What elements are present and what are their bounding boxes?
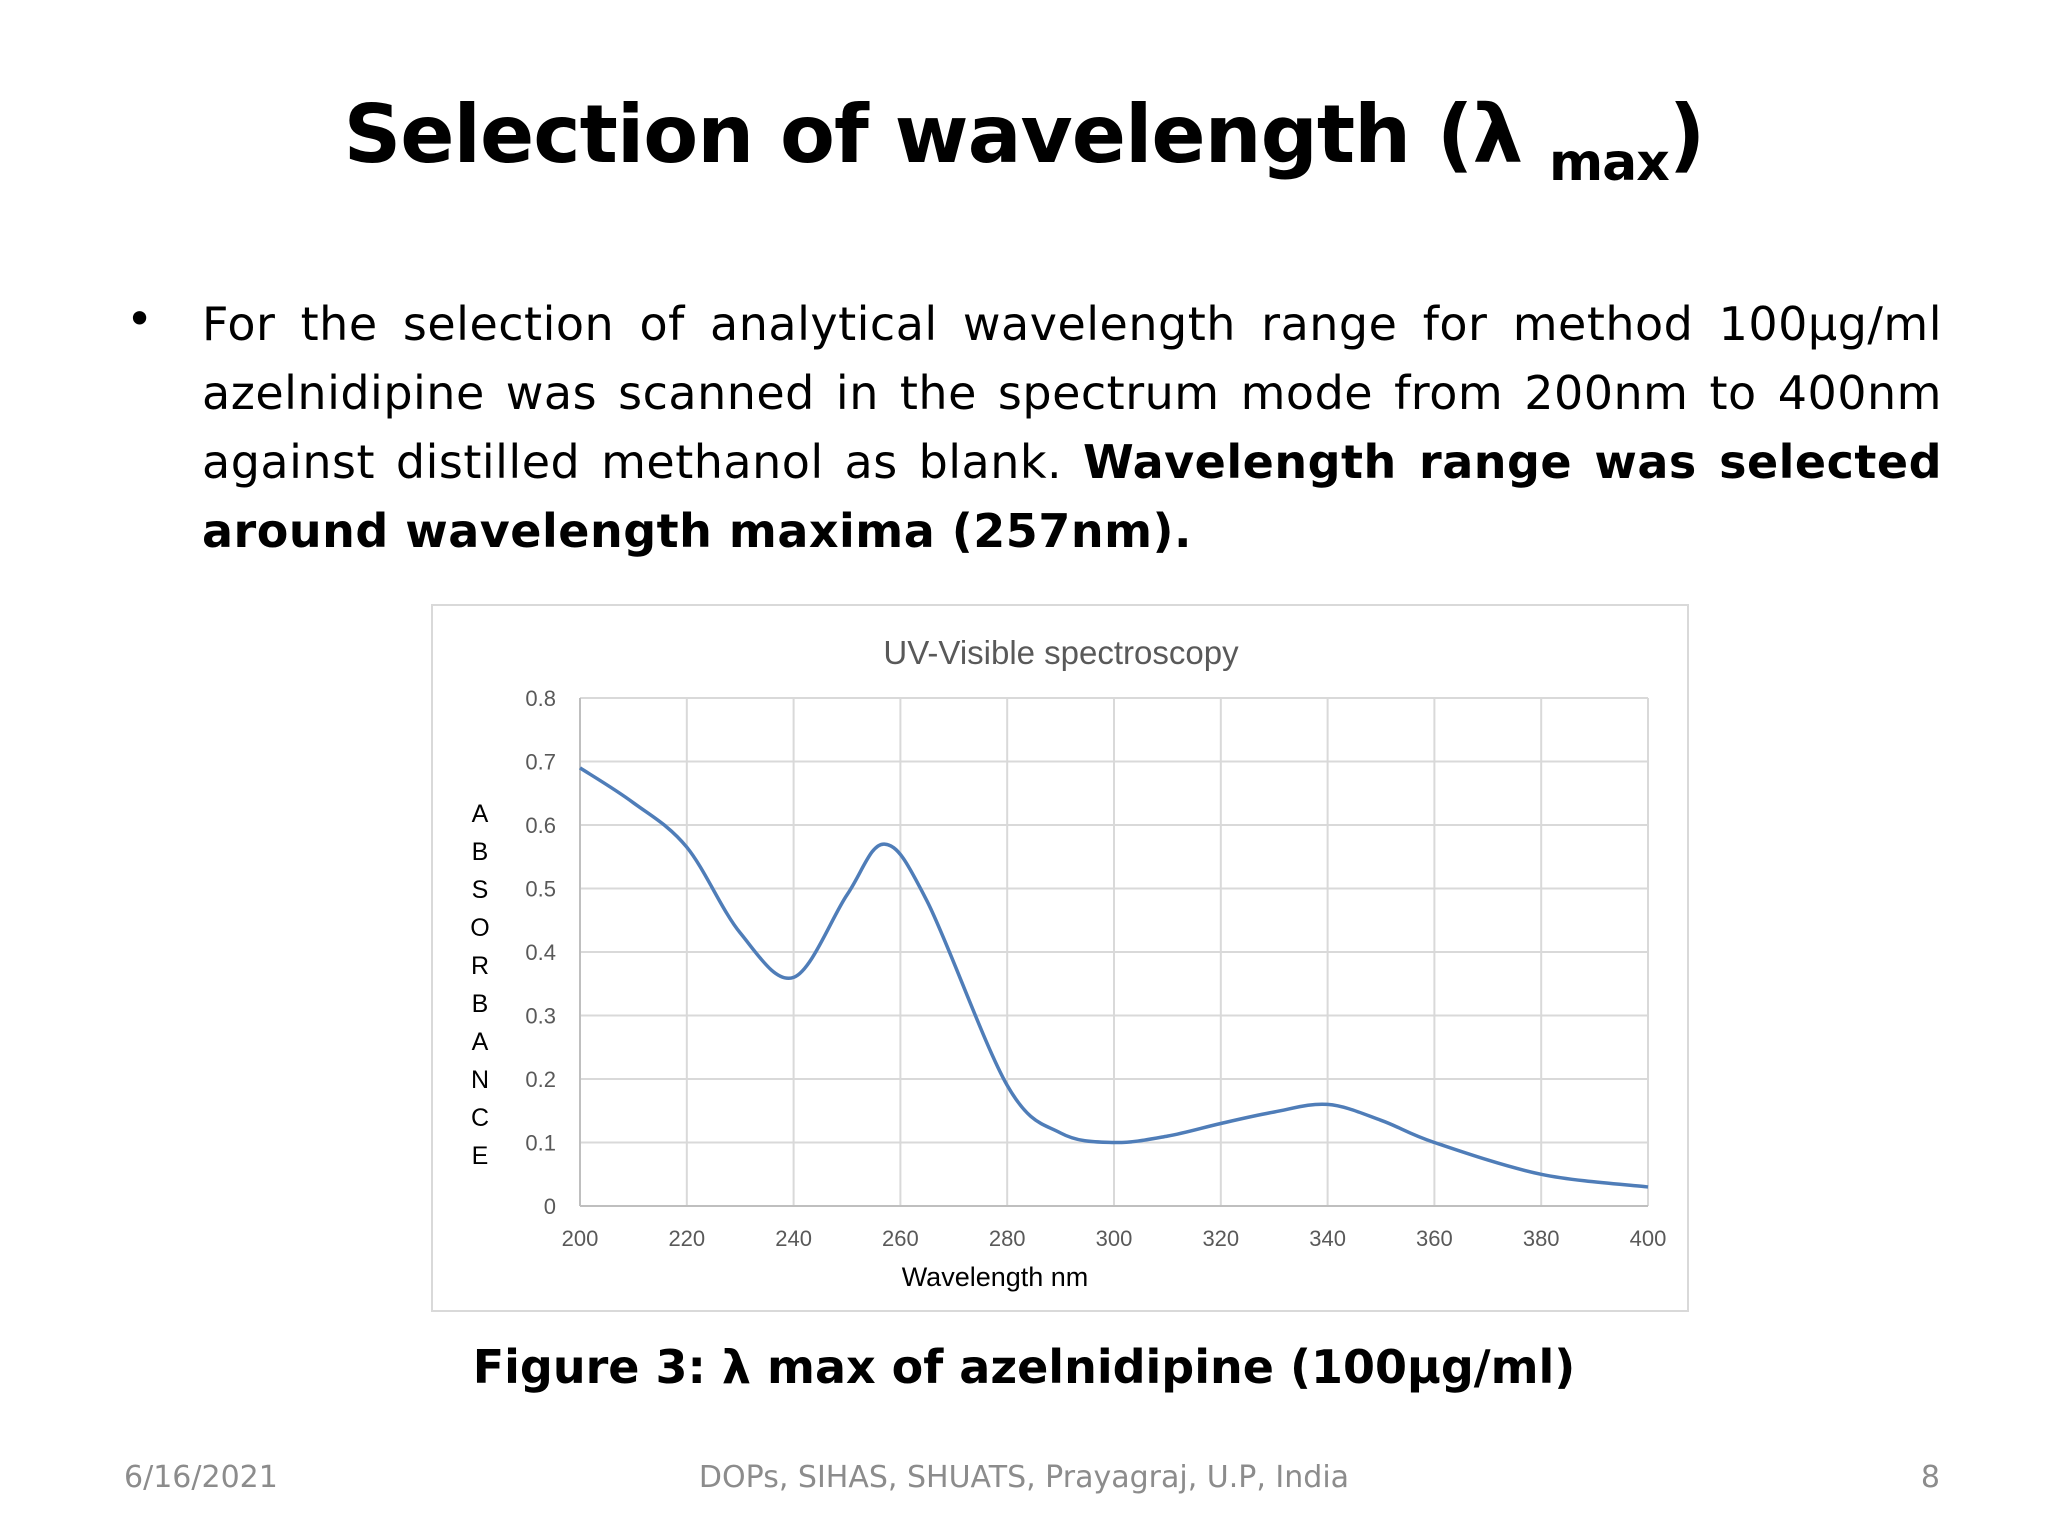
- y-axis-label-letter: A: [472, 1028, 489, 1056]
- y-axis-label-letter: A: [472, 800, 489, 828]
- title-subscript: max: [1548, 133, 1670, 193]
- x-tick-label: 240: [775, 1226, 812, 1251]
- uv-vis-chart: 0 0.1 0.2 0.3 0.4 0.5 0.6 0.7 0.8 200 220 240 260 280…: [470, 634, 1666, 1292]
- bullet-point: •: [126, 292, 154, 346]
- y-axis-label-letter: O: [470, 914, 489, 942]
- x-tick-label: 200: [562, 1226, 599, 1251]
- body-plain-text: For the selection of analytical waveleng…: [202, 297, 1942, 489]
- series-layer: [579, 766, 1649, 1189]
- y-axis-label-letter: B: [472, 990, 489, 1018]
- x-tick-label: 400: [1630, 1226, 1667, 1251]
- x-tick-label: 360: [1416, 1226, 1453, 1251]
- y-tick-label: 0.8: [525, 686, 556, 711]
- x-tick-label: 260: [882, 1226, 919, 1251]
- y-tick-label: 0.5: [525, 877, 556, 902]
- x-tick-label: 320: [1202, 1226, 1239, 1251]
- title-text: Selection of wavelength (λ: [343, 88, 1549, 181]
- y-tick-label: 0.7: [525, 750, 556, 775]
- y-axis-label-letter: B: [472, 838, 489, 866]
- y-tick-label: 0.1: [525, 1131, 556, 1156]
- y-tick-label: 0.4: [525, 940, 556, 965]
- body-bold-text: Wavelength range was selected around wav…: [202, 435, 1942, 558]
- x-tick-label: 300: [1096, 1226, 1133, 1251]
- y-axis-label-letter: E: [472, 1142, 489, 1170]
- x-tick-label: 380: [1523, 1226, 1560, 1251]
- body-paragraph: For the selection of analytical waveleng…: [202, 290, 1942, 566]
- footer-institution: DOPs, SIHAS, SHUATS, Prayagraj, U.P, Ind…: [698, 1460, 1350, 1495]
- grid-layer: [579, 697, 1649, 1207]
- footer-date: 6/16/2021: [124, 1460, 278, 1495]
- y-axis-label-letter: C: [471, 1104, 489, 1132]
- axis-layer: 0 0.1 0.2 0.3 0.4 0.5 0.6 0.7 0.8 200 220 240 260 280…: [525, 686, 1666, 1251]
- y-tick-label: 0.6: [525, 813, 556, 838]
- y-tick-label: 0.3: [525, 1004, 556, 1029]
- y-axis-label-letter: R: [471, 952, 489, 980]
- chart-title: UV-Visible spectroscopy: [883, 634, 1239, 671]
- x-axis-label: Wavelength nm: [902, 1262, 1089, 1292]
- y-tick-label: 0.2: [525, 1067, 556, 1092]
- figure-caption: Figure 3: λ max of azelnidipine (100µg/m…: [472, 1340, 1576, 1394]
- x-tick-label: 220: [668, 1226, 705, 1251]
- y-tick-label: 0: [544, 1194, 556, 1219]
- y-axis-label-letter: N: [471, 1066, 489, 1094]
- x-tick-label: 340: [1309, 1226, 1346, 1251]
- chart-frame: 0 0.1 0.2 0.3 0.4 0.5 0.6 0.7 0.8 200 220 240 260 280…: [431, 604, 1689, 1312]
- slide-title: Selection of wavelength (λ max): [0, 88, 2048, 193]
- x-tick-label: 280: [989, 1226, 1026, 1251]
- absorbance-series-line: [579, 766, 1649, 1189]
- page-number: 8: [1920, 1460, 1940, 1495]
- y-axis-label-letter: S: [472, 876, 489, 904]
- title-close-paren: ): [1668, 88, 1706, 181]
